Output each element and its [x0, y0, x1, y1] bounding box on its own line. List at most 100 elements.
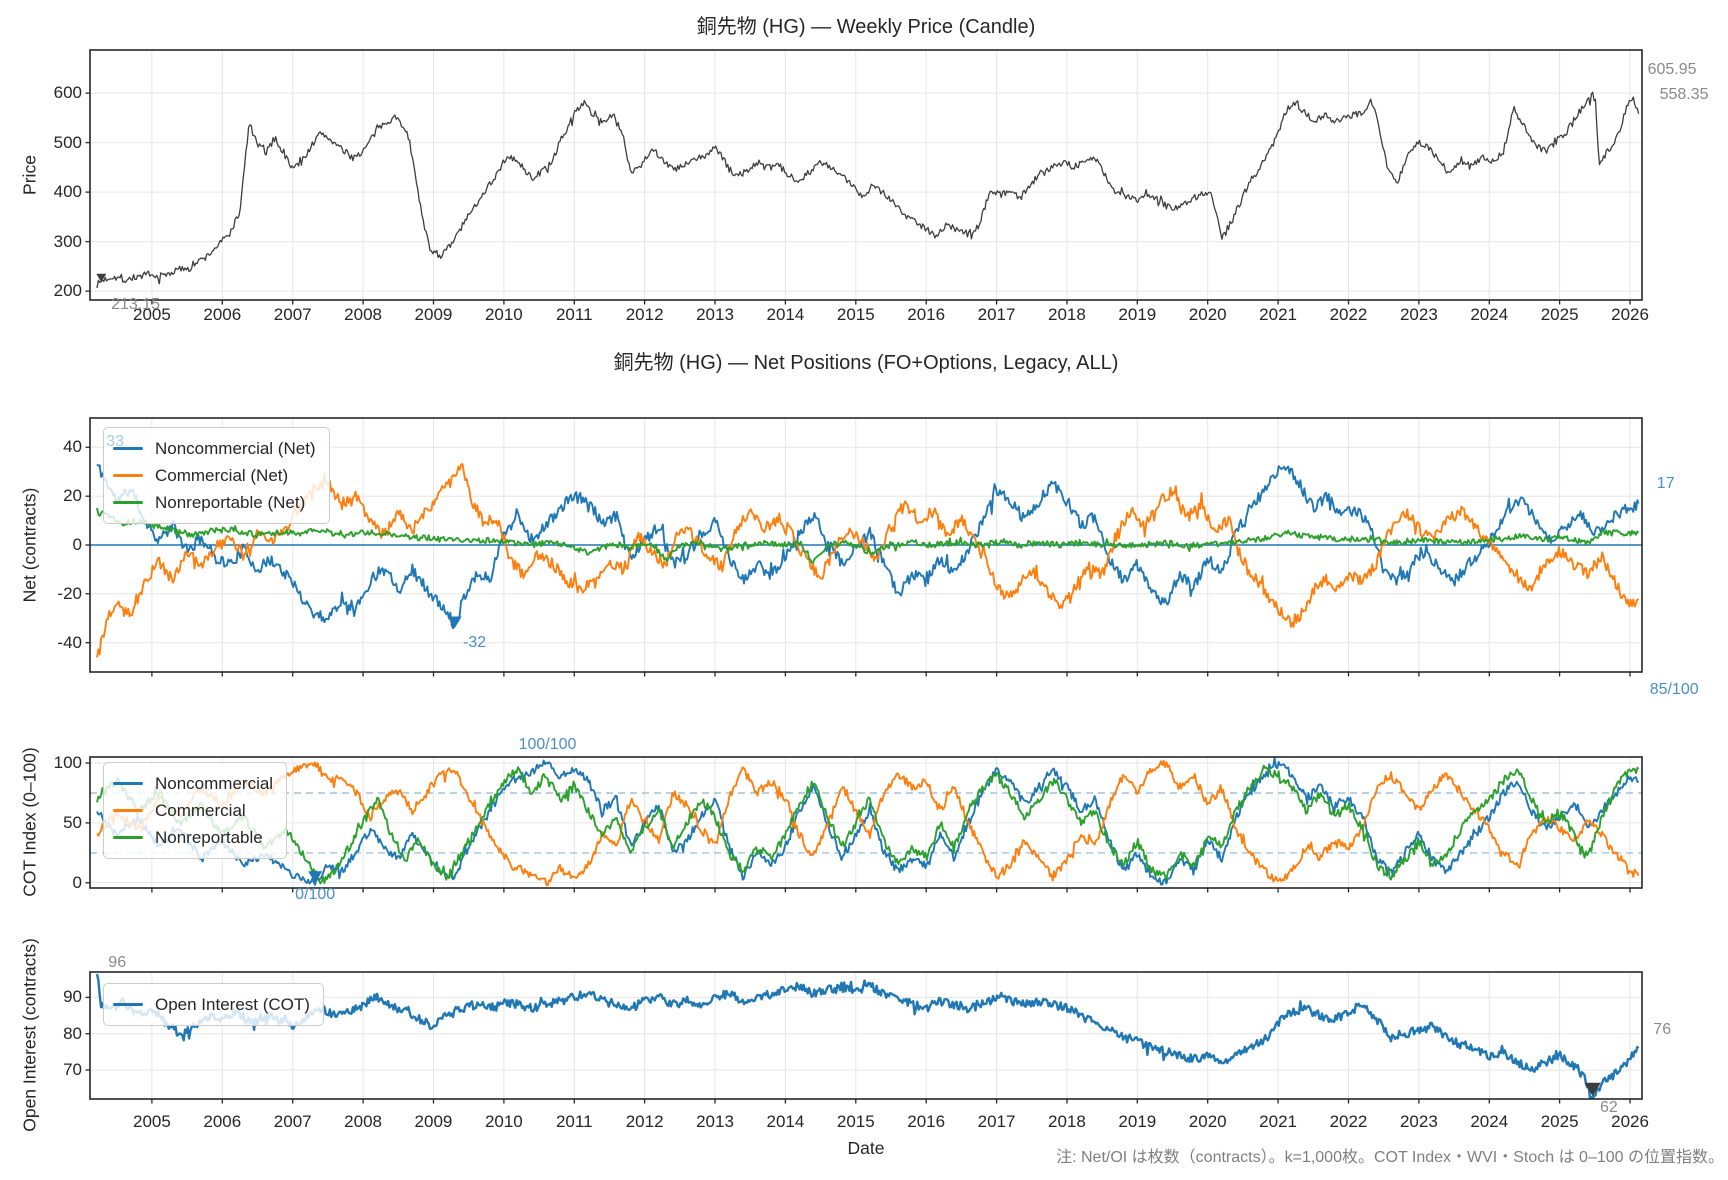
- panel-1: [85, 417, 1643, 677]
- legend-line-swatch-icon: [113, 1002, 143, 1007]
- legend-item: Commercial: [113, 797, 273, 824]
- y-tick-label: 500: [53, 132, 82, 152]
- x-tick-label: 2016: [907, 1112, 946, 1131]
- x-tick-label: 2014: [766, 305, 805, 324]
- y-tick-label: -40: [57, 632, 82, 652]
- x-tick-label: 2016: [907, 305, 946, 324]
- x-tick-label: 2015: [836, 305, 875, 324]
- x-tick-label: 2017: [977, 1112, 1016, 1131]
- y-tick-label: 20: [63, 486, 82, 506]
- legend-line-swatch-icon: [113, 446, 143, 451]
- x-tick-label: 2012: [625, 1112, 664, 1131]
- x-tick-label: 2007: [273, 1112, 312, 1131]
- y-tick-label: 600: [53, 83, 82, 103]
- annotation-label: 85/100: [1649, 680, 1699, 698]
- x-tick-label: 2012: [625, 305, 664, 324]
- annotation-label: 558.35: [1659, 86, 1709, 103]
- legend-item: Nonreportable: [113, 824, 273, 851]
- series-open-interest-cot-: [95, 973, 1640, 1099]
- x-tick-label: 2026: [1611, 1112, 1649, 1131]
- min-max-marker-icon: [447, 616, 462, 629]
- min-max-marker-icon: [96, 273, 107, 283]
- legend-panel-2: Noncommercial Commercial Nonreportable: [103, 762, 288, 859]
- legend-item: Open Interest (COT): [113, 991, 310, 1018]
- legend-panel-3: Open Interest (COT): [103, 983, 324, 1026]
- legend-label: Nonreportable: [155, 827, 263, 847]
- x-tick-label: 2024: [1470, 1112, 1509, 1131]
- annotation-label: 0/100: [295, 886, 336, 904]
- series-price: [96, 91, 1640, 289]
- x-tick-label: 2021: [1259, 1112, 1297, 1131]
- legend-label: Noncommercial: [155, 773, 274, 793]
- y-tick-label: 70: [63, 1059, 82, 1079]
- series-nonreportable-net-: [96, 507, 1640, 564]
- x-tick-label: 2025: [1540, 305, 1579, 324]
- x-tick-label: 2010: [484, 1112, 523, 1131]
- legend-line-swatch-icon: [113, 835, 143, 840]
- legend-line-swatch-icon: [113, 808, 143, 813]
- x-tick-label: 2014: [766, 1112, 805, 1131]
- x-tick-label: 2025: [1540, 1112, 1579, 1131]
- legend-label: Noncommercial (Net): [155, 438, 316, 458]
- min-max-marker-icon: [308, 871, 323, 884]
- y-tick-label: 300: [53, 231, 82, 251]
- legend-label: Open Interest (COT): [155, 994, 310, 1014]
- x-tick-label: 2020: [1188, 305, 1227, 324]
- legend-label: Commercial: [155, 800, 246, 820]
- series-noncommercial-net-: [96, 463, 1640, 630]
- annotation-label: 213.15: [111, 296, 161, 313]
- x-tick-label: 2013: [696, 305, 734, 324]
- x-tick-label: 2023: [1399, 1112, 1438, 1131]
- legend-line-swatch-icon: [113, 473, 143, 478]
- x-tick-label: 2013: [696, 1112, 734, 1131]
- y-tick-label: -20: [57, 583, 82, 603]
- x-tick-label: 2026: [1611, 305, 1649, 324]
- y-tick-label: 50: [63, 812, 82, 832]
- x-tick-label: 2011: [555, 1112, 593, 1131]
- x-tick-label: 2010: [484, 305, 523, 324]
- annotation-label: 100/100: [518, 736, 577, 753]
- x-tick-label: 2008: [344, 305, 382, 324]
- series-nonreportable: [96, 764, 1640, 885]
- x-tick-label: 2021: [1259, 305, 1297, 324]
- footnote: 注: Net/OI は枚数（contracts）。k=1,000枚。COT In…: [1056, 1149, 1724, 1166]
- legend-line-swatch-icon: [113, 781, 143, 786]
- annotation-label: -32: [463, 633, 487, 651]
- series-noncommercial: [96, 757, 1640, 886]
- legend-label: Nonreportable (Net): [155, 492, 306, 512]
- panel-2: [85, 756, 1643, 893]
- annotation-label: 17: [1656, 474, 1675, 492]
- legend-label: Commercial (Net): [155, 465, 289, 485]
- x-tick-label: 2022: [1329, 1112, 1368, 1131]
- x-tick-label: 2019: [1118, 305, 1157, 324]
- x-tick-label: 2008: [344, 1112, 382, 1131]
- x-tick-label: 2007: [273, 305, 312, 324]
- y-tick-label: 80: [63, 1023, 82, 1043]
- price-panel-title: 銅先物 (HG) — Weekly Price (Candle): [696, 16, 1036, 38]
- series-commercial: [96, 759, 1640, 887]
- x-tick-label: 2009: [414, 305, 453, 324]
- net-positions-panel-title: 銅先物 (HG) — Net Positions (FO+Options, Le…: [613, 352, 1119, 374]
- legend-item: Commercial (Net): [113, 462, 316, 489]
- annotation-label: 33: [106, 433, 124, 451]
- x-tick-label: 2005: [133, 305, 171, 324]
- y-tick-label: 100: [53, 752, 82, 772]
- panel-3: [85, 971, 1643, 1104]
- legend-item: Nonreportable (Net): [113, 489, 316, 516]
- annotation-label: 605.95: [1647, 61, 1697, 79]
- x-tick-label: 2006: [203, 305, 242, 324]
- min-max-marker-icon: [1584, 1082, 1601, 1097]
- x-tick-label: 2017: [977, 305, 1016, 324]
- x-tick-label: 2006: [203, 1112, 242, 1131]
- y-tick-label: 0: [72, 535, 82, 554]
- x-tick-label: 2018: [1048, 305, 1086, 324]
- x-tick-label: 2022: [1329, 305, 1368, 324]
- y-tick-label: 90: [63, 987, 82, 1007]
- x-tick-label: 2011: [555, 305, 593, 324]
- legend-item: Noncommercial: [113, 770, 273, 797]
- legend-line-swatch-icon: [113, 500, 143, 505]
- x-tick-label: 2018: [1048, 1112, 1086, 1131]
- x-tick-label: 2024: [1470, 305, 1509, 324]
